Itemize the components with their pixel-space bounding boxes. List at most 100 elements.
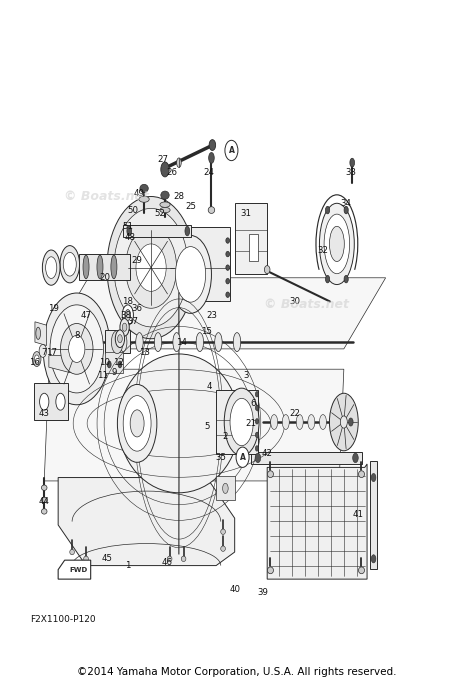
Ellipse shape: [348, 418, 353, 426]
Ellipse shape: [226, 292, 229, 297]
Ellipse shape: [215, 332, 222, 352]
Polygon shape: [35, 322, 46, 346]
Text: 46: 46: [162, 558, 173, 567]
Ellipse shape: [130, 410, 144, 437]
Text: 50: 50: [127, 205, 138, 215]
Ellipse shape: [267, 567, 273, 574]
Ellipse shape: [43, 293, 110, 405]
Ellipse shape: [35, 355, 39, 363]
Text: 15: 15: [201, 328, 212, 337]
Text: 37: 37: [127, 317, 138, 326]
Ellipse shape: [230, 398, 253, 446]
Ellipse shape: [233, 332, 241, 352]
Text: 27: 27: [157, 155, 168, 164]
Ellipse shape: [46, 257, 57, 278]
Ellipse shape: [344, 276, 348, 283]
Polygon shape: [267, 464, 367, 579]
Ellipse shape: [173, 332, 180, 352]
Ellipse shape: [70, 549, 74, 555]
Ellipse shape: [161, 191, 169, 199]
Ellipse shape: [358, 567, 365, 574]
Ellipse shape: [114, 209, 188, 327]
Ellipse shape: [371, 473, 376, 482]
Ellipse shape: [33, 352, 41, 366]
Ellipse shape: [225, 140, 238, 160]
Text: 2: 2: [223, 433, 228, 442]
Text: 38: 38: [120, 310, 131, 319]
Ellipse shape: [50, 305, 103, 393]
FancyBboxPatch shape: [79, 254, 130, 280]
Ellipse shape: [185, 227, 190, 236]
Text: 24: 24: [204, 169, 215, 178]
Polygon shape: [46, 278, 386, 349]
Ellipse shape: [160, 202, 170, 207]
Ellipse shape: [223, 483, 228, 493]
Ellipse shape: [120, 319, 129, 336]
Ellipse shape: [41, 498, 47, 502]
Ellipse shape: [123, 396, 151, 451]
Ellipse shape: [264, 265, 270, 274]
Ellipse shape: [155, 332, 162, 352]
FancyBboxPatch shape: [105, 330, 130, 353]
Text: 30: 30: [290, 297, 301, 306]
Ellipse shape: [209, 140, 216, 151]
Ellipse shape: [329, 393, 358, 451]
Text: 11: 11: [97, 372, 108, 381]
Ellipse shape: [196, 332, 203, 352]
Text: 6: 6: [250, 399, 256, 408]
Text: 13: 13: [138, 348, 150, 357]
Text: 5: 5: [204, 422, 210, 431]
Text: 12: 12: [113, 358, 124, 367]
Ellipse shape: [271, 415, 278, 430]
Text: 49: 49: [134, 189, 145, 198]
Text: ©2014 Yamaha Motor Corporation, U.S.A. All rights reserved.: ©2014 Yamaha Motor Corporation, U.S.A. A…: [77, 667, 397, 677]
Ellipse shape: [119, 332, 127, 352]
Ellipse shape: [226, 238, 229, 243]
Ellipse shape: [255, 453, 261, 463]
FancyBboxPatch shape: [123, 225, 191, 237]
Ellipse shape: [63, 252, 76, 276]
Ellipse shape: [111, 255, 117, 278]
Ellipse shape: [353, 453, 358, 463]
Ellipse shape: [267, 471, 273, 477]
Ellipse shape: [175, 247, 206, 302]
Text: 33: 33: [345, 169, 356, 178]
Ellipse shape: [41, 485, 47, 491]
Ellipse shape: [61, 323, 93, 375]
Ellipse shape: [358, 471, 365, 477]
Text: 47: 47: [81, 310, 91, 319]
Ellipse shape: [167, 556, 172, 562]
Text: 25: 25: [185, 202, 196, 211]
Text: 28: 28: [173, 192, 184, 201]
Text: A: A: [228, 146, 234, 155]
Text: 17: 17: [46, 348, 57, 357]
Ellipse shape: [181, 556, 186, 562]
Text: 19: 19: [48, 304, 59, 313]
Ellipse shape: [122, 305, 133, 325]
FancyBboxPatch shape: [34, 383, 68, 420]
Text: 14: 14: [176, 338, 187, 347]
Text: 8: 8: [74, 331, 80, 340]
Ellipse shape: [41, 509, 47, 514]
Ellipse shape: [36, 328, 40, 339]
Ellipse shape: [107, 196, 195, 339]
Polygon shape: [49, 356, 84, 372]
Text: 16: 16: [29, 358, 40, 367]
Polygon shape: [44, 369, 344, 481]
Ellipse shape: [83, 255, 89, 278]
Text: 52: 52: [155, 209, 166, 218]
Ellipse shape: [160, 207, 170, 213]
Ellipse shape: [118, 334, 122, 343]
Ellipse shape: [126, 227, 177, 308]
Text: 3: 3: [244, 372, 249, 381]
Ellipse shape: [340, 416, 347, 428]
Ellipse shape: [319, 203, 354, 285]
Ellipse shape: [350, 158, 355, 167]
FancyBboxPatch shape: [105, 352, 123, 372]
FancyBboxPatch shape: [248, 234, 258, 261]
Ellipse shape: [255, 419, 259, 424]
Text: 34: 34: [341, 199, 352, 208]
Polygon shape: [58, 477, 235, 565]
Ellipse shape: [125, 310, 131, 321]
Ellipse shape: [69, 335, 85, 362]
